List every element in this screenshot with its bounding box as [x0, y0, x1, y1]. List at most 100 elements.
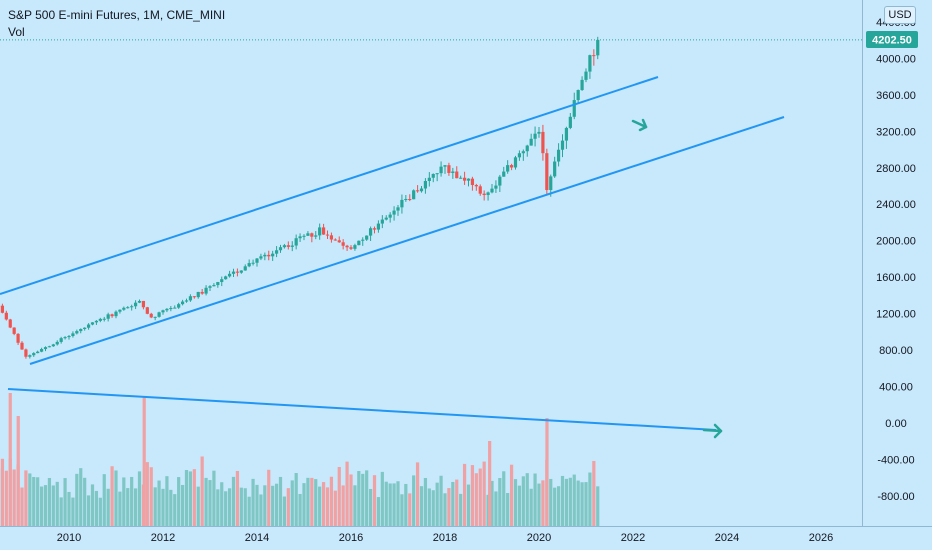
- candle-body: [243, 266, 247, 271]
- volume-bar: [537, 483, 541, 526]
- volume-bar: [32, 476, 36, 526]
- volume-trendline[interactable]: [7, 388, 717, 431]
- volume-bar: [231, 476, 236, 526]
- candle-body: [83, 327, 87, 330]
- volume-bar: [200, 456, 204, 526]
- volume-bar: [509, 464, 514, 526]
- candle-body: [466, 178, 471, 181]
- volume-bar: [63, 478, 67, 526]
- candle-body: [39, 349, 44, 352]
- volume-indicator-label[interactable]: Vol: [8, 25, 25, 39]
- candle-body: [220, 279, 224, 283]
- candle-body: [12, 327, 16, 334]
- candle-body: [353, 245, 357, 249]
- candle-body: [157, 312, 161, 317]
- volume-bar: [302, 483, 306, 526]
- volume-bar: [325, 487, 330, 526]
- candle-body: [459, 177, 463, 179]
- volume-bar: [106, 488, 110, 526]
- time-tick-label: 2022: [621, 532, 645, 544]
- volume-bar: [380, 471, 384, 526]
- volume-bar: [443, 493, 447, 526]
- volume-bar: [568, 477, 572, 526]
- volume-bar: [431, 490, 435, 526]
- candle-body: [274, 250, 279, 254]
- volume-bar: [357, 471, 361, 526]
- price-tick-label: 3200.00: [876, 126, 916, 138]
- arrow-up-right-icon[interactable]: [631, 118, 648, 132]
- candle-body: [16, 333, 20, 343]
- volume-bar: [142, 396, 146, 526]
- price-tick-label: 1600.00: [876, 272, 916, 284]
- volume-bar: [130, 476, 134, 526]
- candle-body: [513, 157, 518, 168]
- candle-body: [153, 316, 157, 318]
- candle-body: [408, 198, 412, 200]
- candle-body: [208, 286, 212, 288]
- price-tick-label: 3600.00: [876, 90, 916, 102]
- candle-body: [451, 171, 455, 173]
- candle-body: [396, 207, 400, 211]
- candle-body: [494, 185, 498, 189]
- candle-body: [216, 282, 220, 286]
- volume-bar: [310, 477, 314, 526]
- candle-body: [345, 245, 349, 248]
- channel-upper-trendline[interactable]: [0, 76, 659, 295]
- current-price-badge: 4202.50: [866, 31, 918, 48]
- volume-bar: [290, 480, 294, 526]
- candle-body: [122, 307, 126, 310]
- candle-body: [20, 342, 24, 350]
- volume-bar: [462, 463, 467, 526]
- volume-bar: [16, 416, 20, 526]
- volume-bar: [247, 496, 251, 526]
- volume-bar: [51, 485, 55, 526]
- volume-bar: [596, 486, 600, 526]
- candle-body: [392, 210, 396, 215]
- time-tick-label: 2020: [527, 532, 551, 544]
- candle-body: [165, 308, 169, 311]
- candle-body: [184, 300, 189, 302]
- volume-bar: [427, 488, 431, 526]
- volume-bar: [541, 480, 545, 526]
- volume-bar: [286, 488, 290, 526]
- candle-body: [541, 131, 545, 154]
- candle-body: [427, 177, 431, 181]
- volume-bar: [423, 478, 428, 526]
- volume-bar: [224, 491, 228, 526]
- volume-bar: [521, 476, 525, 526]
- volume-bar: [149, 467, 153, 526]
- time-tick-label: 2026: [809, 532, 833, 544]
- volume-bar: [165, 476, 169, 526]
- candle-body: [423, 180, 428, 189]
- volume-bar: [251, 478, 255, 526]
- volume-bar: [455, 479, 459, 526]
- volume-bar: [556, 486, 561, 526]
- price-tick-label: 2000.00: [876, 236, 916, 248]
- volume-bar: [79, 468, 83, 526]
- candle-body: [298, 236, 302, 239]
- volume-bar: [196, 486, 200, 526]
- candle-body: [564, 127, 569, 141]
- volume-bar: [564, 478, 569, 526]
- currency-button[interactable]: USD: [884, 6, 916, 24]
- candle-body: [435, 173, 439, 175]
- candle-body: [470, 178, 475, 185]
- candle-body: [200, 291, 204, 294]
- channel-lower-trendline[interactable]: [29, 116, 785, 365]
- candle-body: [380, 219, 384, 224]
- price-tick-label: 2400.00: [876, 199, 916, 211]
- volume-bar: [294, 473, 298, 526]
- candle-body: [525, 145, 529, 152]
- arrow-right-icon[interactable]: [702, 423, 723, 439]
- volume-bar: [43, 485, 48, 526]
- volume-bar: [28, 473, 32, 526]
- volume-bar: [494, 491, 498, 526]
- candle-body: [376, 223, 381, 230]
- volume-bar: [36, 477, 40, 526]
- price-axis: 4400.004000.003600.003200.002800.002400.…: [876, 17, 916, 503]
- candle-body: [90, 322, 95, 325]
- volume-bar: [513, 479, 518, 526]
- volume-bar: [188, 471, 193, 526]
- volume-bar: [404, 483, 408, 526]
